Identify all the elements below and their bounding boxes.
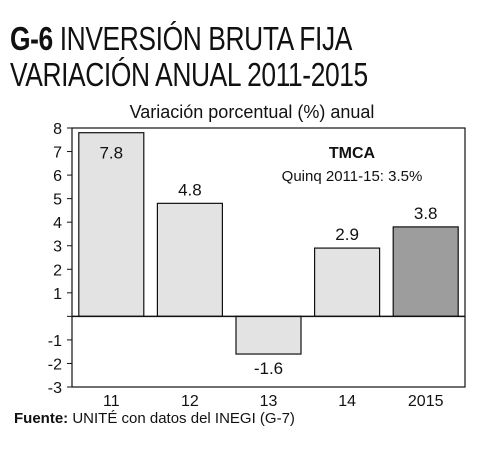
data-label: 3.8	[414, 204, 438, 223]
y-tick-label: 6	[53, 168, 62, 185]
bar	[78, 132, 145, 317]
bar	[314, 247, 381, 317]
tmca-value: Quinq 2011-15: 3.5%	[282, 168, 423, 185]
x-tick-label: 13	[260, 393, 278, 410]
source-label: Fuente:	[14, 410, 69, 427]
x-tick-label: 11	[103, 393, 120, 410]
y-tick-label: 3	[53, 239, 62, 256]
bar	[156, 202, 223, 317]
plot-frame	[71, 127, 466, 388]
y-tick-label: 1	[53, 286, 62, 303]
x-tick-label: 12	[181, 393, 199, 410]
source-text: UNITÉ con datos del INEGI (G-7)	[68, 410, 295, 427]
data-label: 4.8	[178, 180, 202, 199]
data-label: 2.9	[335, 225, 359, 244]
data-label: -1.6	[254, 359, 283, 378]
figure-id: G-6	[10, 20, 53, 57]
x-tick-label: 14	[338, 393, 356, 410]
tmca-annotation: TMCA Quinq 2011-15: 3.5%	[282, 145, 423, 185]
y-tick-label: 8	[53, 121, 62, 138]
y-tick-label: -3	[48, 380, 62, 397]
title-text: INVERSIÓN BRUTA FIJA	[59, 20, 353, 57]
y-tick-label: 7	[53, 145, 62, 162]
chart-subtitle: Variación porcentual (%) anual	[130, 102, 375, 122]
y-tick-label: -1	[48, 333, 62, 350]
chart-title-line-2: VARIACIÓN ANUAL 2011-2015	[10, 56, 368, 93]
y-tick-label: 2	[53, 262, 62, 279]
tmca-title: TMCA	[329, 145, 376, 162]
y-tick-label: 5	[53, 192, 62, 209]
bar	[392, 226, 459, 317]
y-tick-label: -2	[48, 356, 62, 373]
chart-title-line-1: G-6 INVERSIÓN BRUTA FIJA	[10, 22, 352, 56]
bar	[235, 315, 302, 355]
y-tick-label: 4	[53, 215, 62, 232]
x-tick-label: 2015	[408, 393, 444, 410]
source-note: Fuente: UNITÉ con datos del INEGI (G-7)	[14, 410, 295, 427]
data-label: 7.8	[99, 144, 123, 163]
